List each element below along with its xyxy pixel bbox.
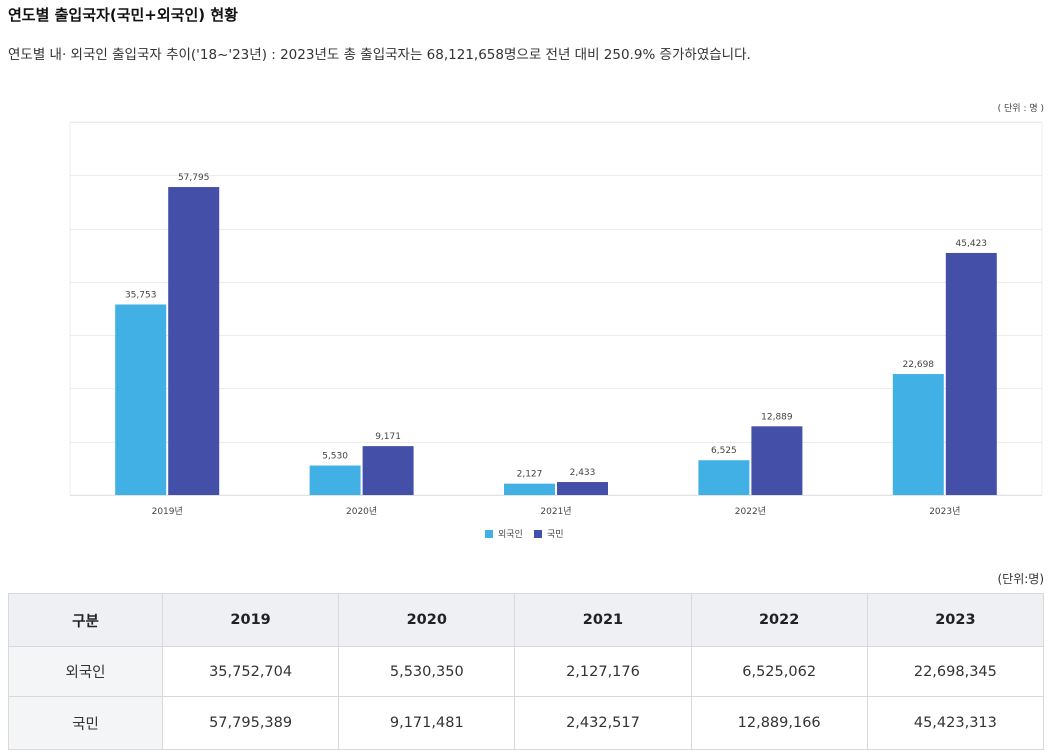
x-tick-label: 2019년 bbox=[152, 506, 183, 517]
table-cell: 45,423,313 bbox=[866, 696, 1045, 750]
table-cell: 2,432,517 bbox=[514, 696, 692, 750]
table-row: 국민 57,795,389 9,171,481 2,432,517 12,889… bbox=[8, 696, 1045, 750]
table-unit-label: (단위:명) bbox=[997, 572, 1044, 586]
header-2023: 2023 bbox=[866, 593, 1045, 647]
x-tick-label: 2020년 bbox=[346, 506, 377, 517]
data-label: 5,530 bbox=[322, 452, 348, 462]
bar bbox=[751, 426, 803, 495]
chart-unit-label: ( 단위 : 명 ) bbox=[997, 104, 1044, 114]
header-2022: 2022 bbox=[690, 593, 868, 647]
x-tick-label: 2021년 bbox=[540, 506, 571, 517]
bar bbox=[557, 482, 608, 495]
legend-swatch bbox=[485, 530, 493, 538]
table-cell: 2,127,176 bbox=[514, 646, 692, 697]
bar bbox=[115, 304, 167, 495]
page-title: 연도별 출입국자(국민+외국인) 현황 bbox=[8, 6, 238, 24]
data-label: 57,795 bbox=[178, 173, 210, 183]
bar bbox=[945, 252, 997, 495]
header-2019: 2019 bbox=[161, 593, 340, 647]
table-cell: 35,752,704 bbox=[161, 646, 340, 697]
table-cell: 22,698,345 bbox=[866, 646, 1045, 697]
table-row: 외국인 35,752,704 5,530,350 2,127,176 6,525… bbox=[8, 646, 1045, 697]
bar bbox=[168, 187, 220, 495]
row-label-nationals: 국민 bbox=[8, 696, 163, 750]
table-cell: 12,889,166 bbox=[690, 696, 868, 750]
table-cell: 57,795,389 bbox=[161, 696, 340, 750]
bar-chart: 35,753 57,795 2019년 5,530 9,171 2020년 2,127 2,4… bbox=[69, 121, 1043, 540]
data-label: 35,753 bbox=[125, 290, 157, 300]
header-2021: 2021 bbox=[514, 593, 692, 647]
data-label: 45,423 bbox=[956, 239, 988, 249]
data-label: 2,127 bbox=[517, 470, 543, 480]
table-cell: 9,171,481 bbox=[338, 696, 516, 750]
x-tick-label: 2022년 bbox=[735, 506, 766, 517]
header-category: 구분 bbox=[8, 593, 163, 647]
bar bbox=[309, 465, 361, 495]
bar bbox=[362, 446, 414, 495]
table-header-row: 구분 2019 2020 2021 2022 2023 bbox=[8, 593, 1045, 647]
data-label: 9,171 bbox=[375, 432, 401, 442]
table-cell: 6,525,062 bbox=[690, 646, 868, 697]
data-label: 22,698 bbox=[903, 360, 935, 370]
x-tick-label: 2023년 bbox=[929, 506, 960, 517]
page-subtitle: 연도별 내· 외국인 출입국자 추이('18~'23년) : 2023년도 총 … bbox=[8, 47, 751, 63]
legend-label: 외국인 bbox=[498, 528, 523, 540]
data-label: 6,525 bbox=[711, 446, 737, 456]
data-label: 12,889 bbox=[761, 412, 793, 422]
data-table: 구분 2019 2020 2021 2022 2023 외국인 35,752,7… bbox=[8, 593, 1045, 750]
header-2020: 2020 bbox=[338, 593, 516, 647]
bar bbox=[698, 460, 750, 495]
bar bbox=[892, 374, 944, 495]
legend-label: 국민 bbox=[547, 529, 564, 540]
bar bbox=[504, 483, 555, 495]
data-label: 2,433 bbox=[570, 468, 596, 478]
row-label-foreigners: 외국인 bbox=[8, 646, 163, 697]
table-cell: 5,530,350 bbox=[338, 646, 516, 697]
legend-swatch bbox=[534, 530, 542, 538]
